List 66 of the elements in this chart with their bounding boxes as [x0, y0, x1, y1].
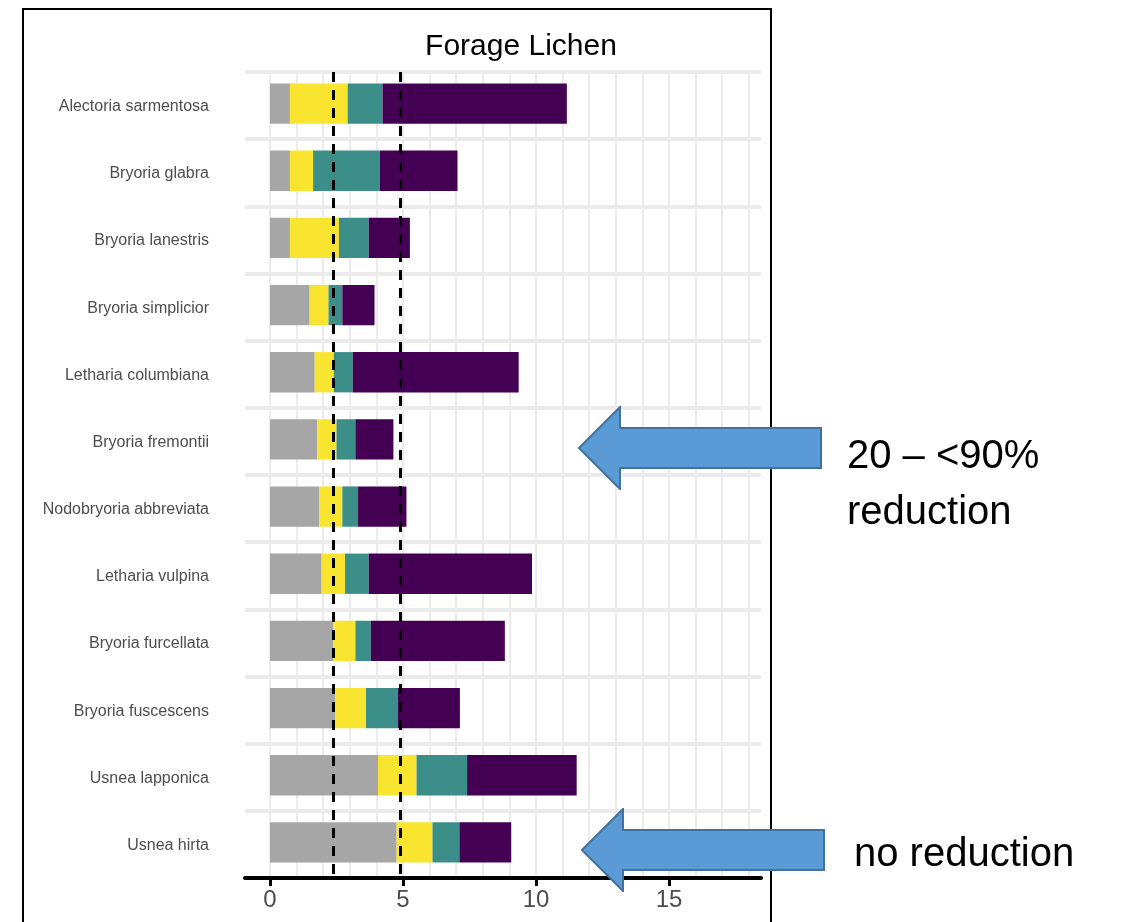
bar [416, 755, 468, 796]
bar [270, 352, 315, 393]
y-tick-label: Letharia vulpina [96, 567, 210, 585]
y-tick-label: Bryoria simplicior [87, 298, 210, 316]
bar [270, 553, 322, 594]
chart-title: Forage Lichen [425, 27, 617, 61]
bar [467, 755, 577, 796]
x-tick-label: 15 [655, 884, 683, 912]
bar [335, 687, 367, 729]
bar [289, 83, 348, 124]
bar [270, 150, 290, 191]
y-tick-label: Letharia columbiana [64, 365, 210, 383]
bar [355, 620, 371, 662]
bar [270, 620, 334, 662]
bar [309, 284, 329, 326]
bar [289, 217, 339, 259]
x-tick-label: 0 [263, 884, 277, 912]
y-tick-label: Bryoria furcellata [88, 634, 210, 652]
bar [382, 83, 567, 124]
y-tick-label: Usnea lapponica [89, 768, 210, 786]
bar [342, 284, 375, 326]
bar [270, 822, 397, 863]
y-tick-label: Usnea hirta [127, 835, 210, 853]
y-tick-label: Alectoria sarmentosa [58, 97, 210, 115]
bar [366, 687, 398, 729]
bar [397, 687, 460, 729]
bar [342, 486, 359, 527]
bar [270, 217, 290, 259]
y-tick-label: Bryoria lanestris [94, 231, 209, 249]
bar [347, 83, 383, 124]
bar [396, 822, 433, 863]
bar [270, 419, 318, 460]
bar [368, 553, 532, 594]
x-tick-label: 5 [396, 884, 410, 912]
bar [345, 553, 369, 594]
x-tick-label: 10 [522, 884, 550, 912]
bar [321, 553, 346, 594]
text: 20 – <90% reduction [847, 431, 1041, 534]
bar [459, 822, 512, 863]
bar [270, 284, 310, 326]
bar [336, 419, 356, 460]
bar [355, 419, 394, 460]
bar [377, 755, 417, 796]
bar [352, 352, 519, 393]
bar [333, 620, 356, 662]
bar [270, 687, 336, 729]
bar [314, 352, 334, 393]
bar [289, 150, 314, 191]
bar [319, 486, 343, 527]
bar [358, 486, 407, 527]
text: no reduction [854, 829, 1076, 876]
y-tick-label: Bryoria glabra [109, 164, 210, 182]
bar [317, 419, 337, 460]
bar [379, 150, 458, 191]
bar [368, 217, 410, 259]
y-tick-label: Bryoria fremontii [92, 432, 209, 450]
bar [432, 822, 460, 863]
y-tick-label: Nodobryoria abbreviata [42, 500, 210, 518]
y-tick-label: Bryoria fuscescens [73, 701, 209, 719]
bar [338, 217, 369, 259]
bar [270, 486, 320, 527]
bar [333, 352, 353, 393]
bar [270, 83, 290, 124]
bar [370, 620, 505, 662]
bar [270, 755, 378, 796]
bar [313, 150, 380, 191]
